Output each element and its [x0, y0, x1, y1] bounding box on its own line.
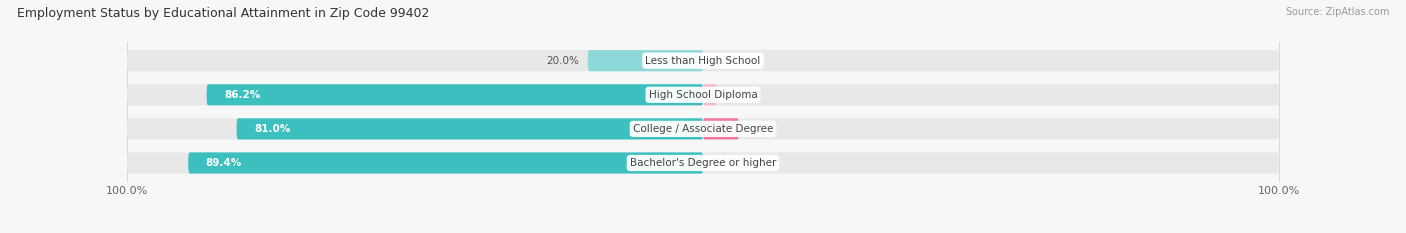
FancyBboxPatch shape — [588, 50, 703, 71]
FancyBboxPatch shape — [703, 84, 717, 105]
Text: 2.4%: 2.4% — [725, 90, 752, 100]
Text: Bachelor's Degree or higher: Bachelor's Degree or higher — [630, 158, 776, 168]
Text: Less than High School: Less than High School — [645, 56, 761, 66]
Text: Employment Status by Educational Attainment in Zip Code 99402: Employment Status by Educational Attainm… — [17, 7, 429, 20]
Text: 86.2%: 86.2% — [224, 90, 260, 100]
FancyBboxPatch shape — [127, 50, 1279, 71]
FancyBboxPatch shape — [127, 152, 1279, 174]
FancyBboxPatch shape — [207, 84, 703, 105]
FancyBboxPatch shape — [127, 118, 1279, 140]
FancyBboxPatch shape — [188, 152, 703, 174]
Text: 20.0%: 20.0% — [547, 56, 579, 66]
Text: High School Diploma: High School Diploma — [648, 90, 758, 100]
Text: 0.0%: 0.0% — [711, 158, 738, 168]
Text: 0.0%: 0.0% — [711, 56, 738, 66]
Text: Source: ZipAtlas.com: Source: ZipAtlas.com — [1285, 7, 1389, 17]
FancyBboxPatch shape — [236, 118, 703, 140]
Text: College / Associate Degree: College / Associate Degree — [633, 124, 773, 134]
FancyBboxPatch shape — [127, 84, 1279, 105]
Text: 6.2%: 6.2% — [748, 124, 773, 134]
Text: 81.0%: 81.0% — [254, 124, 290, 134]
FancyBboxPatch shape — [703, 118, 738, 140]
Text: 89.4%: 89.4% — [205, 158, 242, 168]
Legend: In Labor Force, Unemployed: In Labor Force, Unemployed — [603, 230, 803, 233]
